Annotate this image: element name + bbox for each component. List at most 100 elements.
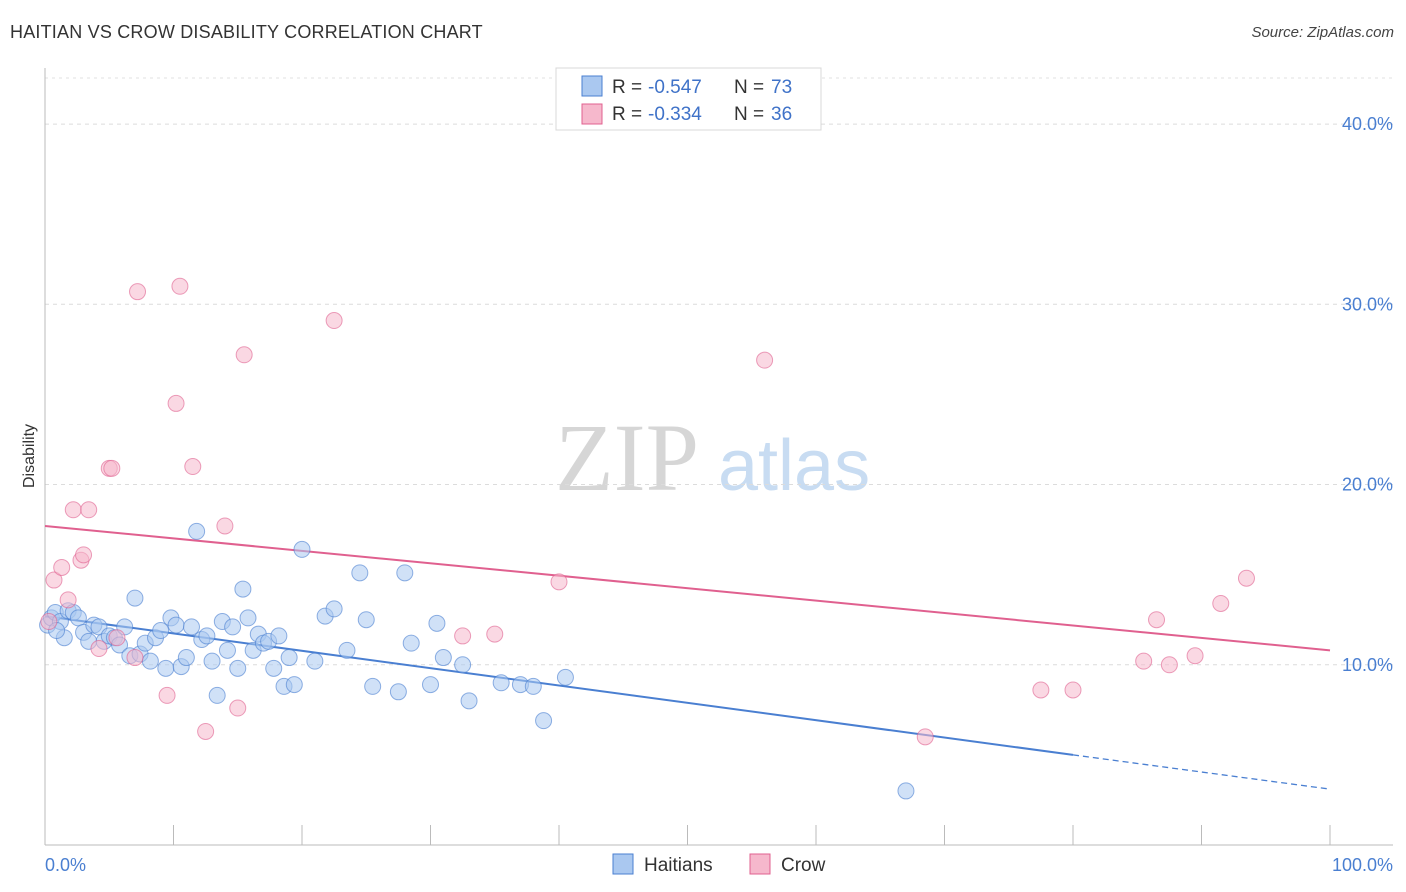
haitians-point [203,652,221,670]
crow-point [916,728,934,746]
legend-r-label-2: R = [612,104,642,125]
haitians-point [293,540,311,558]
crow-point [486,625,504,643]
haitians-point [270,627,288,645]
haitians-point [167,616,185,634]
haitians-point [285,676,303,694]
x-tick-label-max: 100.0% [1332,855,1393,875]
crow-point [1064,681,1082,699]
haitians-point [535,712,553,730]
haitians-point [157,659,175,677]
scatter-points [39,277,1255,800]
haitians-point [351,564,369,582]
bottom-legend-swatch-crow [749,853,771,875]
legend-n-value-1: 73 [771,77,792,98]
stats-legend: R = -0.547 N = 73 R = -0.334 N = 36 [555,67,822,131]
crow-point [40,613,58,631]
chart-title: HAITIAN VS CROW DISABILITY CORRELATION C… [10,22,483,42]
crow-point [158,686,176,704]
y-tick-label-20: 20.0% [1342,475,1393,495]
haitians-point [325,600,343,618]
watermark-atlas: atlas [718,426,870,506]
haitians-point [224,618,242,636]
crow-point [90,640,108,658]
legend-swatch-crow [581,103,603,125]
crow-point [75,546,93,564]
crow-point [325,312,343,330]
haitians-point [69,609,87,627]
crow-point [64,501,82,519]
x-tick-label-min: 0.0% [45,855,86,875]
haitians-point [897,782,915,800]
haitians-point [396,564,414,582]
crow-point [197,722,215,740]
legend-swatch-haitians [581,75,603,97]
bottom-legend-haitians: Haitians [644,855,713,876]
crow-point [126,649,144,667]
crow-point [229,699,247,717]
haitians-point [182,618,200,636]
crow-point [1032,681,1050,699]
haitians-trend-line [44,615,1074,756]
crow-point [129,283,147,301]
crow-point [103,459,121,477]
haitians-point [402,634,420,652]
haitians-point [239,609,257,627]
crow-point [1237,569,1255,587]
crow-point [454,627,472,645]
crow-point [216,517,234,535]
haitians-point [208,686,226,704]
haitians-point [389,683,407,701]
crow-point [1148,611,1166,629]
haitians-trend-extension [1072,754,1331,790]
haitians-point [524,677,542,695]
haitians-point [306,652,324,670]
axes [44,68,1393,846]
haitians-point [428,614,446,632]
legend-r-value-2: -0.334 [648,104,702,125]
haitians-point [218,641,236,659]
crow-point [59,591,77,609]
legend-r-value-1: -0.547 [648,77,702,98]
haitians-point [556,668,574,686]
haitians-point [460,692,478,710]
series-legend: Haitians Crow [612,853,826,876]
watermark-zip: ZIP [555,404,699,511]
haitians-point [188,522,206,540]
y-axis-label: Disability [21,424,38,488]
crow-point [1212,594,1230,612]
haitians-point [265,659,283,677]
haitians-point [234,580,252,598]
bottom-legend-swatch-haitians [612,853,634,875]
haitians-point [141,652,159,670]
haitians-point [357,611,375,629]
crow-point [1186,647,1204,665]
crow-point [1160,656,1178,674]
y-tick-label-30: 30.0% [1342,294,1393,314]
legend-n-label-2: N = [734,104,764,125]
crow-point [53,558,71,576]
crow-point [550,573,568,591]
gridlines [45,77,1393,666]
legend-n-label-1: N = [734,77,764,98]
legend-n-value-2: 36 [771,104,792,125]
legend-r-label-1: R = [612,77,642,98]
crow-point [1135,652,1153,670]
haitians-point [198,627,216,645]
haitians-point [126,589,144,607]
crow-point [108,629,126,647]
haitians-point [229,659,247,677]
haitians-point [364,677,382,695]
crow-point [45,571,63,589]
tick-labels: 10.0% 20.0% 30.0% 40.0% 0.0% 100.0% [45,114,1393,875]
crow-point [171,277,189,295]
haitians-point [422,676,439,694]
crow-point [756,351,774,369]
crow-point [184,458,202,476]
haitians-point [434,649,452,667]
trend-lines [44,524,1331,790]
y-tick-label-40: 40.0% [1342,114,1393,134]
source-label: Source: ZipAtlas.com [1251,24,1394,41]
y-tick-label-10: 10.0% [1342,655,1393,675]
